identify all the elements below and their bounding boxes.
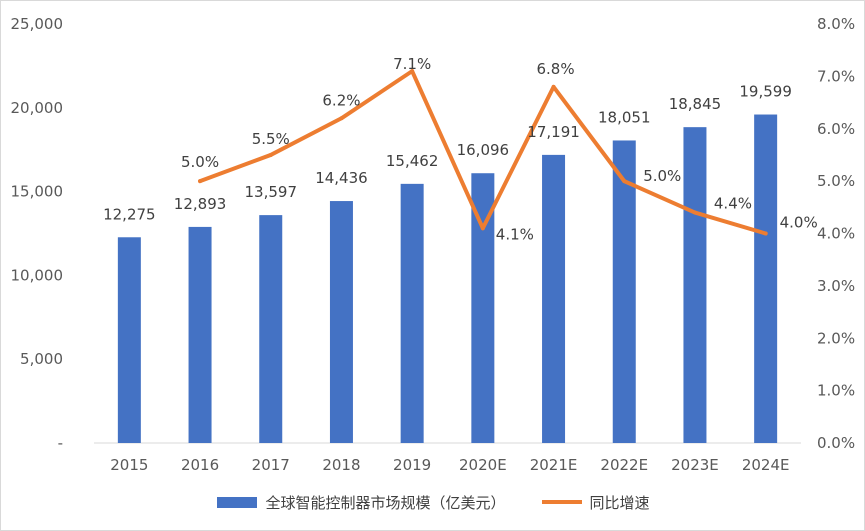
combo-chart: - 5,000 10,000 15,000 20,000 25,000 0.0% 1.0% 2.…: [11, 15, 856, 474]
y-left-tick-label: -: [58, 434, 63, 452]
y-right-tick-label: 7.0%: [817, 67, 855, 85]
x-tick-label: 2017: [252, 456, 290, 474]
bar: [329, 201, 353, 443]
bar-series: [117, 114, 778, 444]
y-right-tick-label: 5.0%: [817, 172, 855, 190]
growth-point: [480, 226, 485, 231]
y-left-tick-label: 20,000: [11, 99, 64, 117]
growth-point: [692, 210, 697, 215]
x-tick-label: 2024E: [742, 456, 790, 474]
growth-point: [622, 179, 627, 184]
bar-data-label: 17,191: [527, 123, 580, 141]
growth-point: [410, 69, 415, 74]
x-tick-label: 2016: [181, 456, 219, 474]
bar-data-label: 18,845: [669, 95, 722, 113]
legend: 全球智能控制器市场规模（亿美元） 同比增速: [1, 489, 865, 515]
bar: [117, 237, 141, 443]
bar: [400, 183, 424, 443]
line-data-label: 4.1%: [496, 225, 534, 243]
legend-bar-label: 全球智能控制器市场规模（亿美元）: [265, 493, 506, 512]
bar: [188, 226, 212, 443]
growth-point: [198, 179, 203, 184]
line-data-label: 5.0%: [181, 153, 219, 171]
bar-data-label: 16,096: [457, 141, 510, 159]
y-left-tick-label: 10,000: [11, 266, 64, 284]
line-data-label: 5.0%: [643, 167, 681, 185]
y-right-tick-label: 4.0%: [817, 225, 855, 243]
bar-data-label: 18,051: [598, 108, 651, 126]
bar: [612, 140, 636, 443]
y-left-tick-label: 25,000: [11, 15, 64, 33]
legend-line-swatch: [541, 500, 582, 504]
axes: - 5,000 10,000 15,000 20,000 25,000 0.0% 1.0% 2.…: [11, 15, 856, 474]
bar-data-label: 19,599: [739, 83, 792, 101]
legend-bar-swatch: [217, 496, 258, 508]
legend-item-line: 同比增速: [541, 492, 650, 513]
line-data-label: 6.2%: [322, 91, 360, 109]
bar: [542, 154, 566, 443]
line-data-label: 4.4%: [714, 195, 752, 213]
line-data-label: 5.5%: [252, 130, 290, 148]
x-tick-label: 2015: [110, 456, 148, 474]
bar-data-label: 14,436: [315, 169, 368, 187]
legend-line-label: 同比增速: [589, 493, 650, 512]
x-tick-label: 2022E: [600, 456, 648, 474]
bar: [259, 215, 283, 443]
bar: [471, 173, 495, 444]
y-right-tick-label: 2.0%: [817, 329, 855, 347]
x-tick-label: 2021E: [530, 456, 578, 474]
y-right-tick-label: 1.0%: [817, 382, 855, 400]
line-series: [198, 69, 768, 236]
growth-point: [763, 231, 768, 236]
y-left-tick-label: 15,000: [11, 183, 64, 201]
legend-item-bar: 全球智能控制器市场规模（亿美元）: [217, 492, 506, 513]
y-right-tick-label: 6.0%: [817, 120, 855, 138]
bar-data-label: 13,597: [245, 183, 298, 201]
y-right-tick-label: 3.0%: [817, 277, 855, 295]
bar: [683, 127, 707, 443]
x-tick-label: 2020E: [459, 456, 507, 474]
growth-point: [551, 84, 556, 89]
data-labels: 12,275 12,893 13,597 14,436 15,462 16,096 17,1…: [103, 55, 818, 243]
y-left-tick-label: 5,000: [20, 350, 63, 368]
x-tick-label: 2023E: [671, 456, 719, 474]
x-tick-label: 2019: [393, 456, 431, 474]
bar: [754, 114, 778, 444]
bar-data-label: 12,893: [174, 195, 227, 213]
y-right-tick-label: 0.0%: [817, 434, 855, 452]
bar-data-label: 12,275: [103, 205, 156, 223]
line-data-label: 6.8%: [536, 60, 574, 78]
growth-point: [268, 152, 273, 157]
x-tick-label: 2018: [322, 456, 360, 474]
line-data-label: 7.1%: [393, 55, 431, 73]
line-data-label: 4.0%: [780, 214, 818, 232]
y-right-tick-label: 8.0%: [817, 15, 855, 33]
growth-point: [339, 116, 344, 121]
bar-data-label: 15,462: [386, 152, 439, 170]
